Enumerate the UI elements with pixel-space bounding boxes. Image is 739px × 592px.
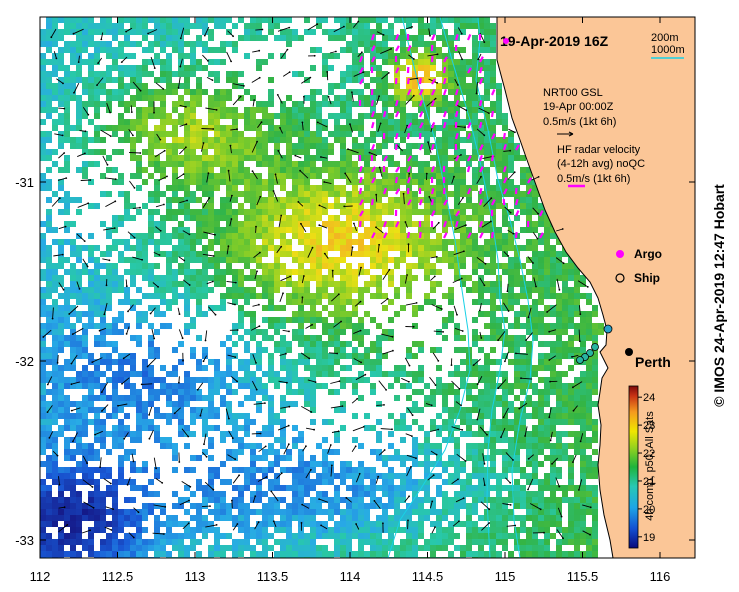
gsl-scale-arrow-head (568, 131, 574, 137)
latitude-axis: -31 -32 -33 (15, 175, 695, 548)
lat-tick-label: -33 (15, 533, 34, 548)
credit-wrapper: © IMOS 24-Apr-2019 12:47 Hobart (711, 18, 735, 573)
colorbar-label-wrapper: 4h comp, p50, All Sats (644, 386, 662, 546)
shelf-contour-1000m (387, 17, 471, 558)
credit-text: © IMOS 24-Apr-2019 12:47 Hobart (711, 184, 727, 407)
lon-tick-label: 116 (650, 569, 671, 584)
lat-tick-label: -31 (15, 175, 34, 190)
gsl-velocity-arrows (42, 20, 592, 540)
lon-tick-label: 113 (185, 569, 206, 584)
colorbar-tick-label: 24 (643, 392, 655, 404)
land-mass (496, 17, 695, 558)
lon-tick-label: 115.5 (567, 569, 599, 584)
shelf-contour-200m (439, 17, 506, 558)
colorbar-tick-label: 19 (643, 532, 655, 544)
hf-label-avg: (4-12h avg) noQC (557, 158, 645, 170)
perth-label: Perth (635, 354, 671, 370)
lon-tick-label: 112 (30, 569, 51, 584)
ship-legend-label: Ship (634, 271, 660, 285)
gsl-label-scale: 0.5m/s (1kt 6h) (543, 116, 616, 128)
longitude-axis: 112 112.5 113 113.5 114 114.5 115 115.5 116 (30, 17, 671, 584)
hf-label-title: HF radar velocity (557, 144, 641, 156)
lon-tick-label: 112.5 (102, 569, 134, 584)
ship-legend-marker (615, 273, 625, 283)
plot-frame (39, 16, 696, 559)
argo-legend-marker (616, 250, 624, 258)
colorbar-tick-label: 23 (643, 420, 655, 432)
shelf-contour-inner (475, 17, 534, 558)
contour-legend-200m: 200m (651, 32, 679, 44)
lon-tick-label: 114.5 (412, 569, 444, 584)
colorbar-tick-label: 22 (643, 448, 655, 460)
colorbar (628, 385, 639, 549)
lon-tick-label: 114 (340, 569, 361, 584)
colorbar-tick-label: 20 (643, 504, 655, 516)
title-argo-dot (503, 38, 509, 44)
map-title: 19-Apr-2019 16Z (500, 33, 609, 49)
gsl-label-date: 19-Apr 00:00Z (543, 101, 614, 113)
ship-track (576, 324, 613, 364)
contour-legend-1000m: 1000m (651, 44, 685, 56)
hf-label-scale: 0.5m/s (1kt 6h) (557, 173, 630, 185)
colorbar-tick-label: 21 (643, 476, 655, 488)
argo-legend-label: Argo (634, 247, 662, 261)
colorbar-label: 4h comp, p50, All Sats (644, 411, 656, 521)
hf-radar-arrows (358, 33, 544, 239)
gsl-label-title: NRT00 GSL (543, 87, 603, 99)
lat-tick-label: -32 (15, 354, 34, 369)
lon-tick-label: 113.5 (257, 569, 289, 584)
colorbar-ticks: 24 23 22 21 20 19 (638, 392, 655, 544)
lon-tick-label: 115 (495, 569, 516, 584)
perth-marker (625, 348, 633, 356)
